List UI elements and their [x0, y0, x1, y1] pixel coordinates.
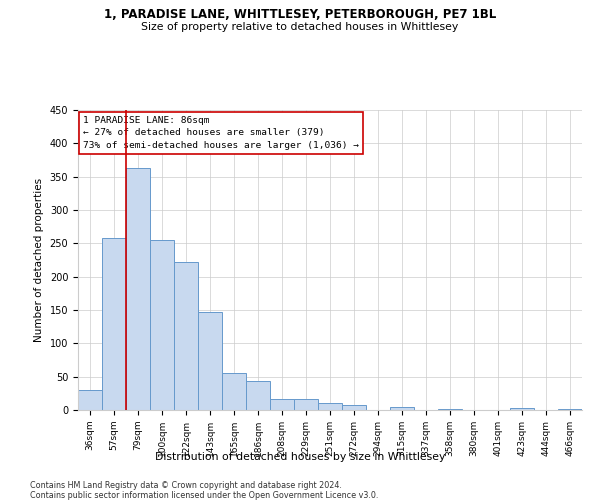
Bar — [222, 372, 246, 410]
Bar — [198, 312, 222, 410]
Bar — [246, 382, 270, 410]
Text: Contains public sector information licensed under the Open Government Licence v3: Contains public sector information licen… — [30, 491, 379, 500]
Text: 1, PARADISE LANE, WHITTLESEY, PETERBOROUGH, PE7 1BL: 1, PARADISE LANE, WHITTLESEY, PETERBOROU… — [104, 8, 496, 20]
Text: 1 PARADISE LANE: 86sqm
← 27% of detached houses are smaller (379)
73% of semi-de: 1 PARADISE LANE: 86sqm ← 27% of detached… — [83, 116, 359, 150]
Y-axis label: Number of detached properties: Number of detached properties — [34, 178, 44, 342]
Bar — [150, 240, 174, 410]
Bar — [558, 408, 582, 410]
Bar — [126, 168, 150, 410]
Bar — [270, 400, 294, 410]
Bar — [342, 406, 366, 410]
Bar — [438, 408, 462, 410]
Bar — [318, 404, 342, 410]
Bar — [78, 390, 102, 410]
Bar — [294, 400, 318, 410]
Text: Contains HM Land Registry data © Crown copyright and database right 2024.: Contains HM Land Registry data © Crown c… — [30, 481, 342, 490]
Bar — [174, 262, 198, 410]
Text: Size of property relative to detached houses in Whittlesey: Size of property relative to detached ho… — [142, 22, 458, 32]
Text: Distribution of detached houses by size in Whittlesey: Distribution of detached houses by size … — [155, 452, 445, 462]
Bar — [390, 406, 414, 410]
Bar — [510, 408, 534, 410]
Bar — [102, 238, 126, 410]
